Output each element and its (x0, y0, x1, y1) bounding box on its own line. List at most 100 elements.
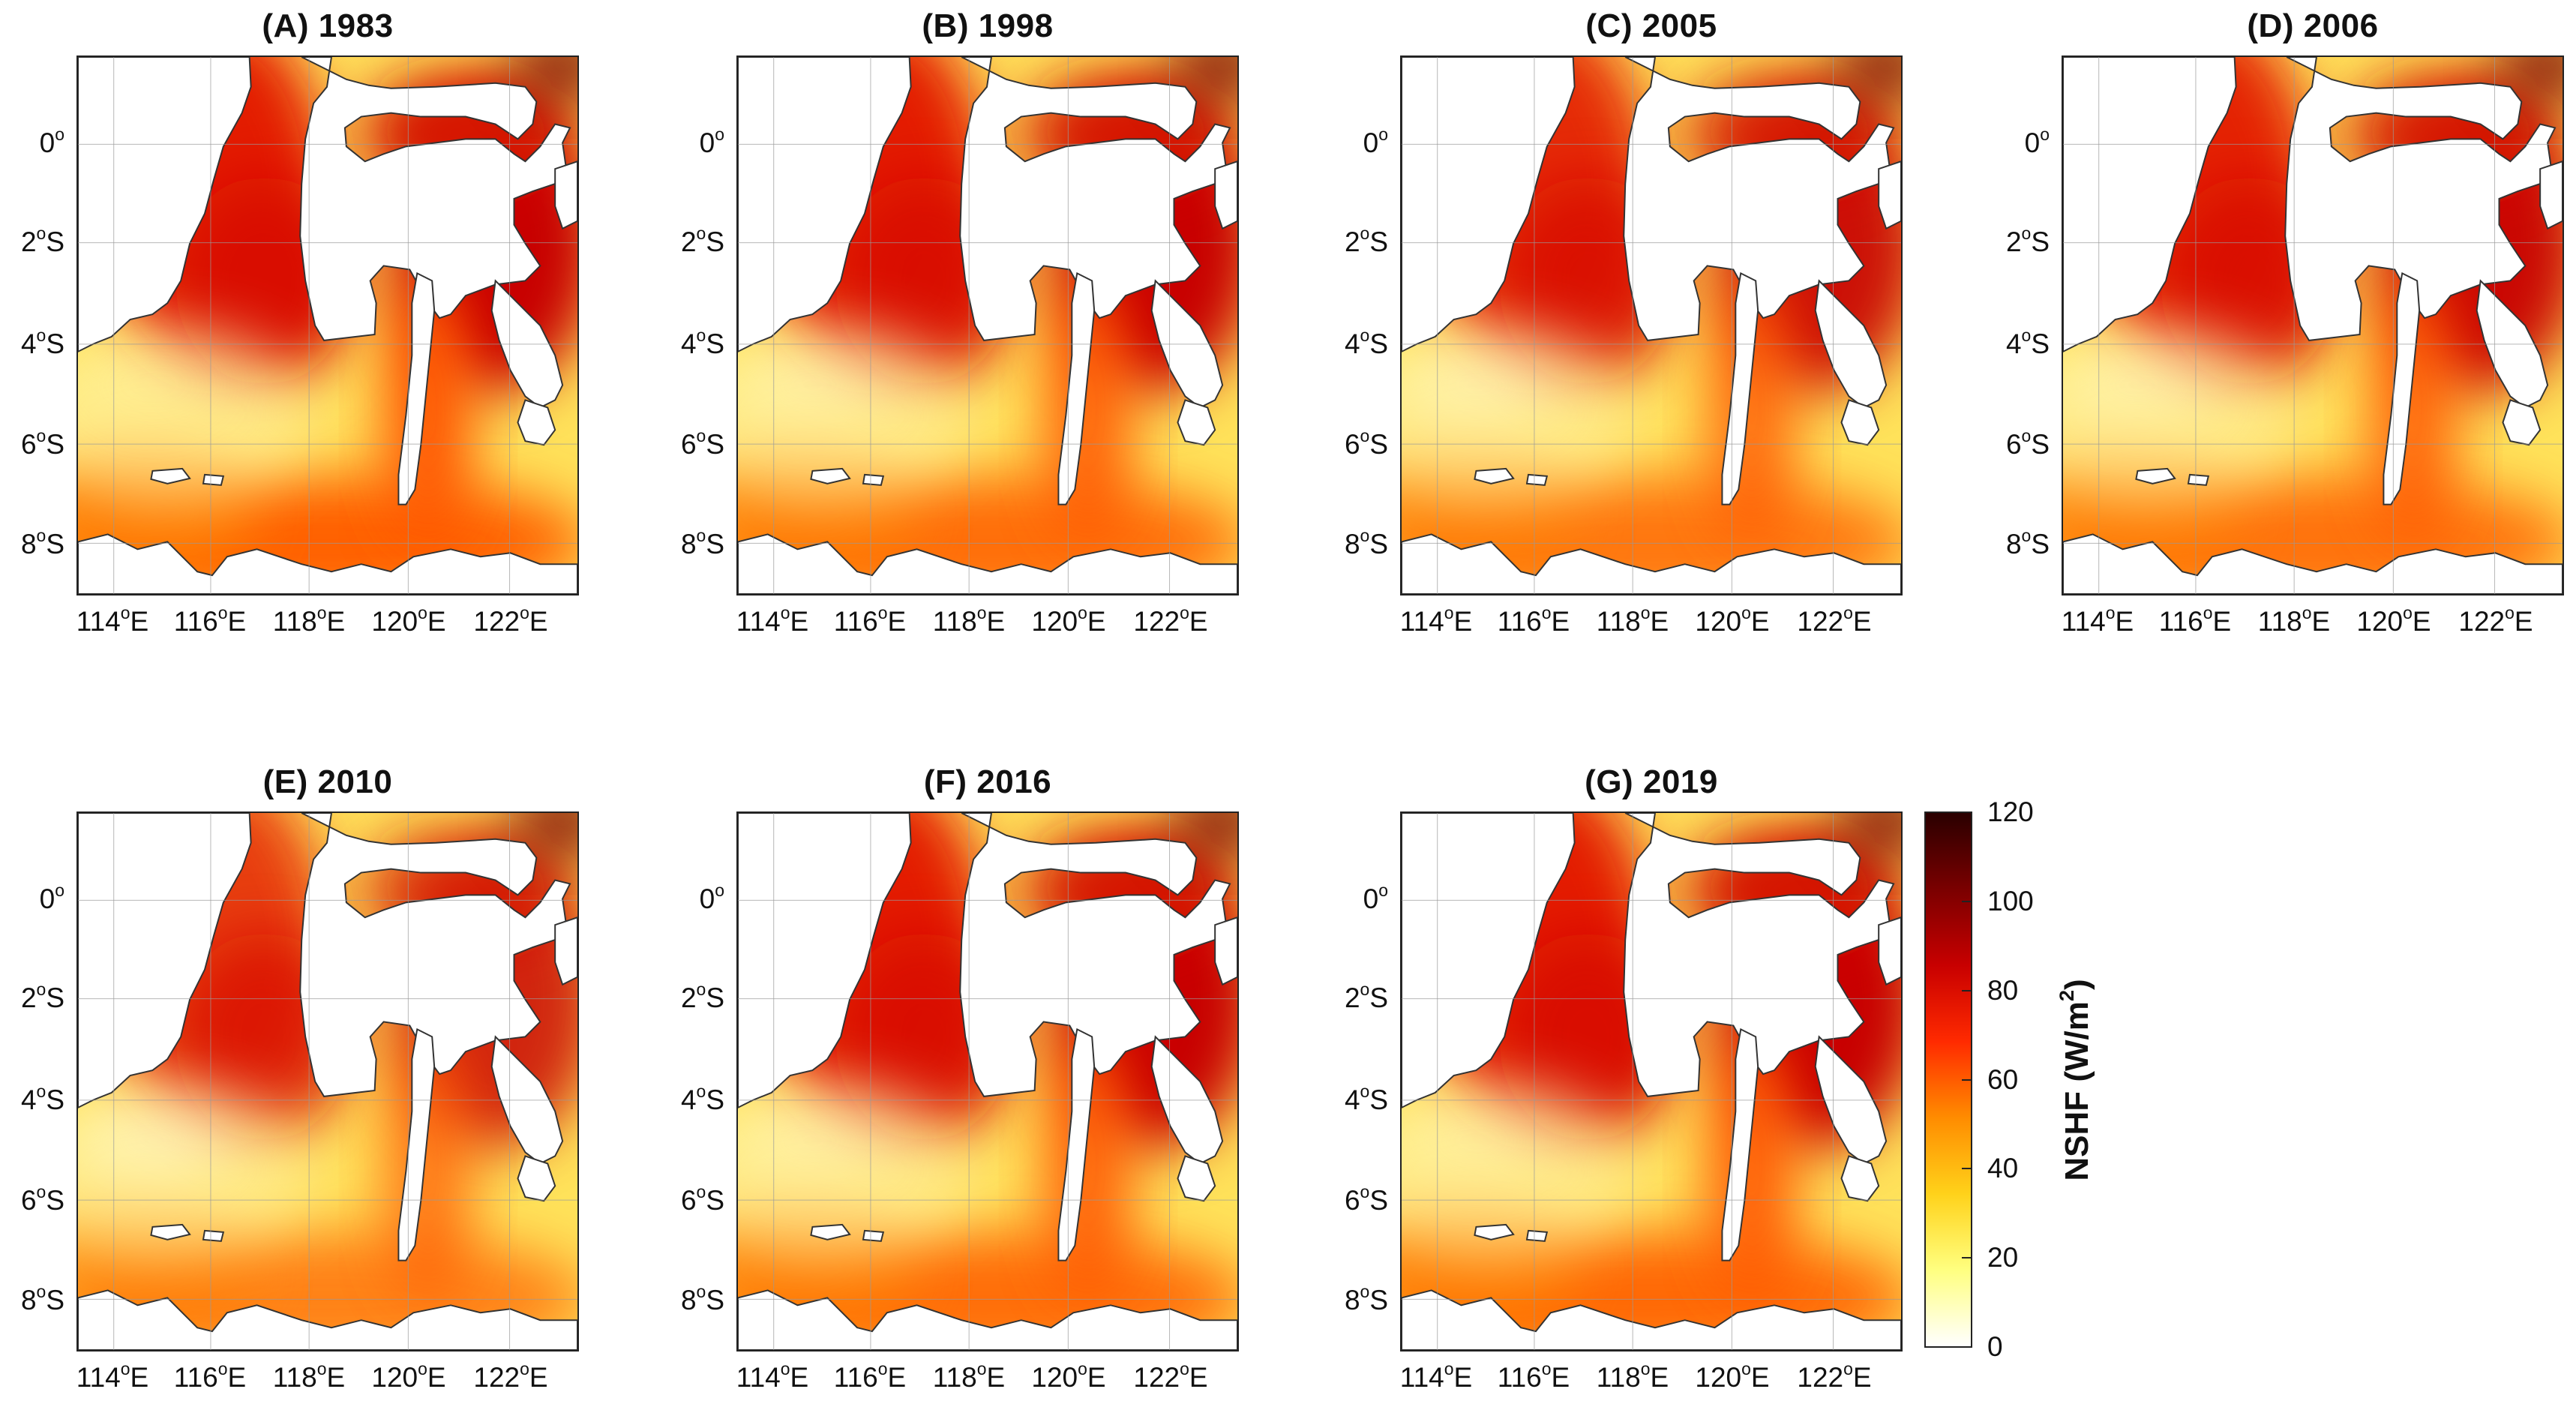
map-panel: (G) 2019 0o 2oS 4oS 6oS 8oS 114oE 116oE 118oE 120… (1345, 764, 1903, 1393)
heatmap-svg (1402, 57, 1901, 594)
coastline (1402, 813, 1576, 1108)
coastline (1177, 399, 1216, 446)
colorbar-label: NSHF (W/m2) (2055, 979, 2096, 1180)
land-mask (738, 813, 1237, 1350)
colorbar-label-sup: 2 (2054, 989, 2078, 1002)
coastline (738, 813, 912, 1108)
lon-tick-label: 120oE (1031, 602, 1106, 637)
lat-tick-label: 0o (699, 124, 724, 158)
lat-tick-label: 4oS (1344, 325, 1388, 359)
land-mask (78, 57, 577, 594)
heat-blob (1402, 340, 1558, 430)
coastline (1214, 160, 1237, 230)
lat-tick-label: 8oS (1344, 525, 1388, 560)
panel-title: (F) 2016 (923, 764, 1052, 800)
coastline (78, 813, 252, 1108)
map-panel: (C) 2005 0o 2oS 4oS 6oS 8oS 114oE 116oE 118oE 120… (1345, 8, 1903, 637)
coastline (554, 160, 577, 230)
lon-tick-label: 114oE (736, 602, 809, 637)
lon-tick-label: 122oE (1797, 1358, 1872, 1393)
gridlines (738, 57, 1237, 594)
heatmap-svg (78, 813, 577, 1350)
lon-tick-label: 118oE (1596, 602, 1669, 637)
heatmap-svg (738, 813, 1237, 1350)
coastline (810, 1223, 851, 1240)
coastline (517, 1155, 556, 1202)
lat-tick-label: 6oS (20, 425, 64, 460)
colorbar-label-close: ) (2059, 979, 2095, 990)
lat-tick-label: 4oS (2005, 325, 2050, 359)
panel-title: (G) 2019 (1585, 764, 1718, 800)
coastline (959, 813, 1231, 1097)
lat-tick-label: 6oS (680, 425, 724, 460)
gridlines (738, 813, 1237, 1350)
heat-blob (738, 1096, 895, 1186)
lat-tick-label: 0o (1363, 880, 1388, 914)
colorbar-tick-label: 60 (1987, 1064, 2019, 1095)
coastline (202, 473, 225, 486)
gridlines (78, 813, 577, 1350)
coastline (2063, 533, 2563, 594)
coastline (1402, 1289, 1901, 1350)
coastline (862, 473, 885, 486)
gridlines (1402, 813, 1901, 1350)
coastline (150, 1223, 191, 1240)
land-mask (738, 57, 1237, 594)
lon-tick-label: 120oE (2356, 602, 2431, 637)
coastline (1721, 1028, 1759, 1262)
lon-tick-label: 118oE (932, 602, 1006, 637)
lon-tick-label: 118oE (932, 1358, 1006, 1393)
coastline (810, 467, 851, 484)
panel-title: (B) 1998 (922, 8, 1054, 44)
coastline (299, 57, 571, 341)
heat-blob (78, 1096, 235, 1186)
coastline (1525, 473, 1549, 486)
heat-blob (738, 340, 895, 430)
coastline (78, 1289, 577, 1350)
lon-tick-label: 118oE (272, 602, 346, 637)
lon-tick-label: 116oE (173, 1358, 247, 1393)
coastline (1057, 272, 1096, 506)
lat-tick-label: 2oS (680, 979, 724, 1013)
lon-tick-label: 122oE (473, 602, 548, 637)
coastline (2383, 272, 2421, 506)
coastline (78, 57, 252, 352)
map-panel: (D) 2006 0o 2oS 4oS 6oS 8oS 114oE 116oE 118oE 120… (2006, 8, 2564, 637)
coastline (78, 533, 577, 594)
coastline (202, 1229, 225, 1242)
lat-tick-label: 8oS (2005, 525, 2050, 560)
colorbar-tick-label: 80 (1987, 974, 2019, 1006)
coastline (397, 272, 436, 506)
lon-tick-label: 116oE (2158, 602, 2232, 637)
coastline (1402, 533, 1901, 594)
panel-title: (D) 2006 (2247, 8, 2379, 44)
lon-tick-label: 114oE (76, 1358, 149, 1393)
lon-tick-label: 116oE (1497, 602, 1570, 637)
coastline (2284, 57, 2557, 341)
colorbar-tick-mark (1962, 900, 1972, 902)
lat-tick-label: 2oS (680, 223, 724, 257)
gridlines (78, 57, 577, 594)
coastline (150, 467, 191, 484)
colorbar-tick-mark (1962, 1346, 1972, 1348)
lon-tick-label: 116oE (1497, 1358, 1570, 1393)
panel-title: (C) 2005 (1585, 8, 1717, 44)
coastline (554, 916, 577, 986)
lon-tick-label: 116oE (833, 1358, 907, 1393)
coastline (1878, 160, 1901, 230)
coastline (1474, 1223, 1515, 1240)
colorbar-tick-mark (1962, 989, 1972, 992)
map-frame (1400, 812, 1903, 1352)
coastline (517, 399, 556, 446)
lat-tick-label: 6oS (2005, 425, 2050, 460)
lon-tick-label: 120oE (1695, 1358, 1770, 1393)
heat-blob (1402, 1096, 1558, 1186)
coastline (2135, 467, 2176, 484)
lat-tick-label: 4oS (680, 325, 724, 359)
coastline (2187, 473, 2210, 486)
lon-tick-label: 116oE (833, 602, 907, 637)
colorbar-tick-label: 40 (1987, 1153, 2019, 1184)
coastline (1525, 1229, 1549, 1242)
colorbar-tick-mark (1962, 1078, 1972, 1081)
coastline (1721, 272, 1759, 506)
